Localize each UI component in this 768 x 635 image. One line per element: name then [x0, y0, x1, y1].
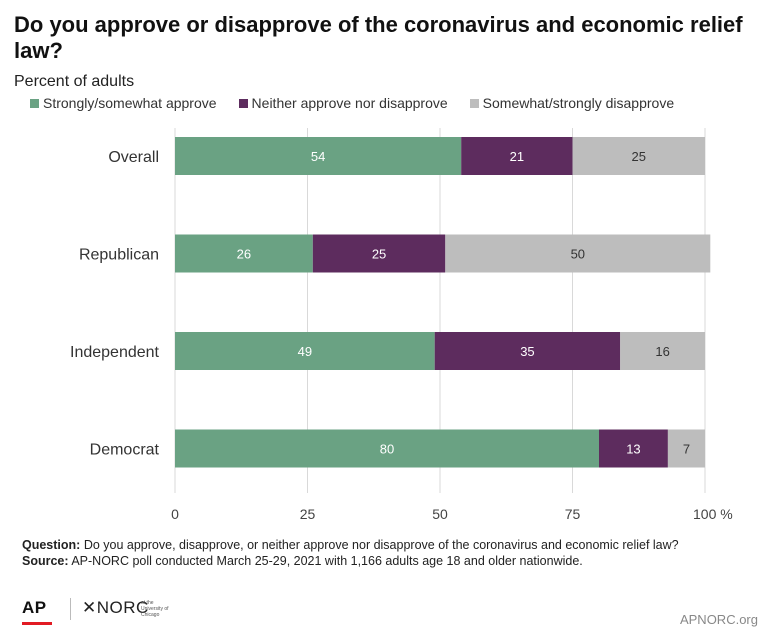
- footnote: Question: Do you approve, disapprove, or…: [22, 537, 742, 569]
- bar-segment: [599, 429, 668, 468]
- bar-segment: [461, 137, 573, 175]
- data-label: 7: [683, 442, 690, 457]
- data-label: 80: [380, 442, 394, 457]
- source-label: Source:: [22, 554, 69, 568]
- bar-segment: [312, 234, 446, 273]
- legend: Strongly/somewhat approve Neither approv…: [30, 95, 674, 111]
- data-label: 54: [311, 149, 325, 164]
- data-label: 16: [655, 344, 669, 359]
- question-text: Do you approve, disapprove, or neither a…: [80, 538, 679, 552]
- x-tick-label: 100 %: [693, 506, 733, 522]
- legend-label-approve: Strongly/somewhat approve: [43, 95, 217, 111]
- legend-item-disapprove: Somewhat/strongly disapprove: [469, 95, 675, 111]
- category-label: Republican: [79, 247, 159, 264]
- norc-subtitle: at the University of Chicago: [141, 600, 169, 618]
- legend-swatch-disapprove: [469, 98, 479, 108]
- logo-divider: [70, 598, 71, 620]
- bar-segment: [175, 137, 462, 175]
- question-note: Question: Do you approve, disapprove, or…: [22, 537, 742, 553]
- chart-title: Do you approve or disapprove of the coro…: [14, 12, 743, 63]
- category-label: Overall: [108, 149, 159, 166]
- category-label: Democrat: [90, 442, 160, 459]
- ap-logo: AP: [22, 598, 52, 625]
- data-label: 25: [372, 247, 386, 262]
- x-tick-label: 0: [171, 506, 179, 522]
- bar-segment: [667, 429, 705, 468]
- legend-swatch-neither: [238, 98, 248, 108]
- legend-item-neither: Neither approve nor disapprove: [238, 95, 448, 111]
- bar-segment: [445, 234, 711, 273]
- legend-swatch-approve: [30, 98, 39, 108]
- x-tick-label: 75: [565, 506, 581, 522]
- bar-segment: [175, 332, 435, 370]
- chart-subtitle: Percent of adults: [14, 73, 135, 90]
- data-label: 25: [632, 149, 646, 164]
- footer: AP ✕NORC at the University of Chicago AP…: [22, 598, 758, 628]
- data-label: 26: [237, 247, 251, 262]
- source-text: AP-NORC poll conducted March 25-29, 2021…: [68, 554, 583, 568]
- data-label: 35: [520, 344, 534, 359]
- legend-label-disapprove: Somewhat/strongly disapprove: [482, 95, 675, 111]
- bar-segment: [175, 429, 599, 468]
- stacked-bar-chart: Overall 54 21 25 Republican 26 25 50 Independent…: [70, 128, 733, 522]
- category-label: Independent: [70, 344, 160, 361]
- data-label: 49: [298, 344, 312, 359]
- site-link[interactable]: APNORC.org: [679, 612, 758, 627]
- source-note: Source: AP-NORC poll conducted March 25-…: [22, 553, 742, 569]
- bar-segment: [572, 137, 705, 175]
- bar-segment: [434, 332, 621, 370]
- legend-item-approve: Strongly/somewhat approve: [30, 95, 217, 111]
- data-label: 21: [510, 149, 524, 164]
- x-tick-label: 25: [300, 506, 316, 522]
- question-label: Question:: [22, 538, 81, 552]
- data-label: 50: [571, 247, 585, 262]
- x-tick-label: 50: [432, 506, 448, 522]
- data-label: 13: [626, 442, 640, 457]
- legend-label-neither: Neither approve nor disapprove: [251, 95, 448, 111]
- bar-segment: [175, 234, 313, 273]
- bar-segment: [620, 332, 705, 370]
- norc-logo: ✕NORC: [82, 598, 149, 617]
